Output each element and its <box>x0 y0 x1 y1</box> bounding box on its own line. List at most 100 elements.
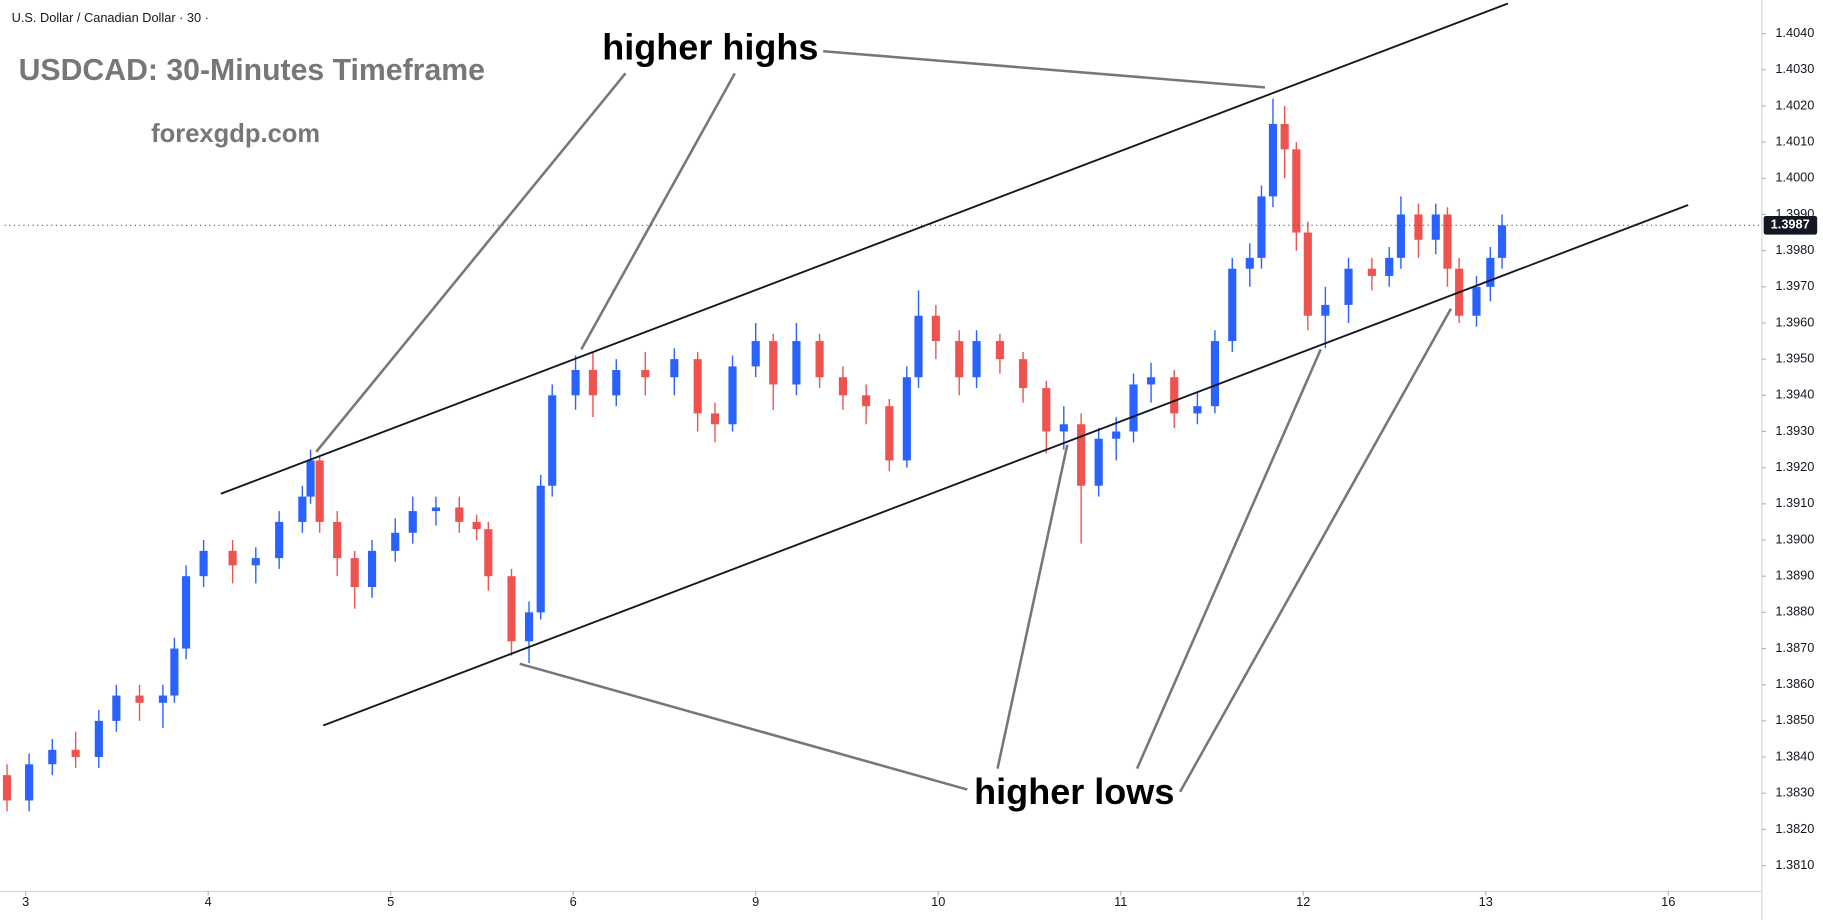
candle-body <box>885 406 894 461</box>
y-tick-label: 1.3870 <box>1775 640 1814 655</box>
candle-body <box>170 648 179 696</box>
candle-body <box>182 576 191 649</box>
candle-body <box>1129 384 1138 432</box>
candle-body <box>472 521 481 530</box>
candle-body <box>1292 149 1301 233</box>
x-tick-label: 16 <box>1661 894 1675 909</box>
candle-body <box>1112 431 1121 439</box>
candle-body <box>431 507 441 512</box>
candle-body <box>1170 377 1179 414</box>
candle-body <box>455 507 464 522</box>
candle-body <box>158 695 167 703</box>
y-tick-label: 1.4040 <box>1775 25 1814 40</box>
candle-body <box>306 460 315 497</box>
candle-body <box>862 395 871 407</box>
candle-body <box>1443 214 1452 269</box>
last-price: 1.3987 <box>4 215 1818 235</box>
annotation: higher lows <box>974 771 1174 812</box>
y-tick-label: 1.4020 <box>1775 97 1814 112</box>
candle-body <box>275 521 284 559</box>
candle-body <box>48 749 57 765</box>
candle-body <box>792 341 801 385</box>
candle-body <box>838 377 848 396</box>
y-tick-label: 1.3980 <box>1775 242 1814 257</box>
x-tick-label: 11 <box>1114 894 1127 909</box>
pointer-line <box>1135 348 1322 770</box>
candle-body <box>298 496 307 522</box>
candle-body <box>25 764 34 801</box>
candle-body <box>902 377 911 461</box>
candle-body <box>1344 268 1353 305</box>
pointer-line <box>580 72 736 350</box>
candle-body <box>769 341 778 385</box>
y-tick-label: 1.3880 <box>1775 604 1814 619</box>
candle-body <box>751 341 760 367</box>
candle-body <box>350 558 359 588</box>
candle-body <box>1472 286 1481 316</box>
y-tick-label: 1.4000 <box>1775 170 1814 185</box>
candle-body <box>1245 257 1254 269</box>
y-tick-label: 1.3810 <box>1775 857 1814 872</box>
x-tick-label: 13 <box>1479 894 1493 909</box>
chart-subtitle: forexgdp.com <box>151 120 320 148</box>
candle-body <box>1303 232 1312 316</box>
candle-body <box>693 359 702 414</box>
upper-channel-line <box>220 2 1509 495</box>
x-tick-label: 9 <box>752 894 759 909</box>
candle-body <box>1268 124 1278 197</box>
candle-body <box>315 460 324 522</box>
y-tick-label: 1.3950 <box>1775 351 1814 366</box>
candle-body <box>728 366 737 425</box>
lower-channel-line <box>322 204 1689 727</box>
candle-body <box>710 413 720 425</box>
last-price-label: 1.3987 <box>1771 217 1810 232</box>
pointer-line <box>1178 307 1453 793</box>
candle-body <box>1367 268 1376 276</box>
candle-body <box>507 576 516 642</box>
annotation: higher highs <box>602 27 818 68</box>
y-tick-label: 1.3910 <box>1775 495 1814 510</box>
candle-body <box>536 485 545 613</box>
pointer-line <box>315 72 627 453</box>
candle-body <box>1146 377 1156 385</box>
candle-body <box>1321 304 1330 316</box>
candle-body <box>972 341 981 378</box>
candles <box>2 98 1507 812</box>
y-tick-label: 1.3940 <box>1775 387 1814 402</box>
candle-body <box>1059 424 1068 432</box>
candle-body <box>333 521 342 559</box>
y-tick-label: 1.3970 <box>1775 278 1814 293</box>
chart-title: USDCAD: 30-Minutes Timeframe <box>19 54 485 87</box>
candle-body <box>815 341 824 378</box>
candle-body <box>1094 438 1103 486</box>
candle-body <box>612 370 621 396</box>
candle-body <box>135 695 144 703</box>
candle-body <box>1280 124 1289 150</box>
candle-body <box>524 612 534 642</box>
candle-body <box>1019 359 1028 389</box>
candle-body <box>112 695 121 721</box>
y-tick-label: 1.3860 <box>1775 676 1814 691</box>
candle-body <box>228 550 237 566</box>
candle-body <box>199 550 208 577</box>
pointer-line <box>823 49 1266 89</box>
candle-body <box>931 315 940 342</box>
candle-body <box>1497 225 1507 258</box>
candle-body <box>548 395 557 486</box>
candle-body <box>914 315 923 378</box>
candle-body <box>71 749 80 758</box>
x-tick-label: 4 <box>205 894 212 909</box>
ticks: 1.3810 1.3820 1.3830 1.3840 1.3850 1.3860 1.38… <box>22 25 1814 909</box>
x-tick-label: 5 <box>387 894 394 909</box>
candle-body <box>588 370 597 396</box>
candle-body <box>670 359 679 378</box>
candle-body <box>571 370 580 396</box>
x-tick-label: 12 <box>1296 894 1310 909</box>
candle-body <box>251 558 260 566</box>
y-tick-label: 1.3840 <box>1775 748 1814 763</box>
candle-body <box>1210 341 1219 407</box>
candle-body <box>955 341 964 378</box>
y-tick-label: 1.3960 <box>1775 314 1814 329</box>
